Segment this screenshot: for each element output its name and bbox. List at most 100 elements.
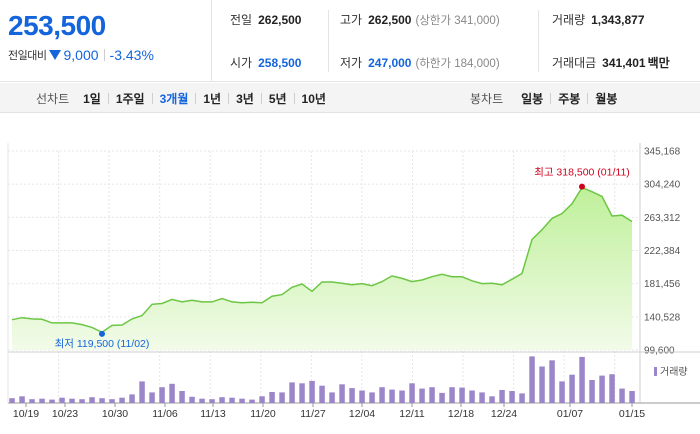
volume-bar <box>559 381 565 403</box>
x-tick-label: 01/07 <box>557 408 583 420</box>
line-chart-title: 선차트 <box>36 91 70 106</box>
volume-bar <box>19 396 25 403</box>
volume-bar <box>79 399 85 403</box>
tab-10y[interactable]: 10년 <box>301 91 326 106</box>
volume-bar <box>169 383 175 403</box>
x-tick-label: 10/23 <box>52 408 78 420</box>
volume-bar <box>29 399 35 403</box>
volume-bar <box>279 392 285 403</box>
tab-1d[interactable]: 1일 <box>83 91 101 106</box>
x-tick-label: 12/18 <box>448 408 474 420</box>
volume-bar <box>319 385 325 403</box>
volume-bar <box>159 387 165 403</box>
volume-bar <box>499 390 505 403</box>
stat-sub: (상한가 341,000) <box>415 15 500 27</box>
tab-divider <box>195 92 197 104</box>
high-label: 최고 318,500 (01/11) <box>534 167 630 179</box>
stat-unit: 백만 <box>647 56 670 70</box>
y-tick-label: 345,168 <box>644 147 681 158</box>
volume-bar <box>179 391 185 403</box>
volume-bar <box>9 398 15 403</box>
stat-label: 저가 <box>340 56 363 70</box>
stat-volume: 거래량 1,343,877 <box>552 11 645 28</box>
tab-divider <box>260 92 262 104</box>
high-marker <box>579 183 585 190</box>
x-tick-label: 11/13 <box>200 408 226 420</box>
stat-high: 고가 262,500 (상한가 341,000) <box>340 11 500 28</box>
volume-bar <box>59 397 65 403</box>
volume-bar <box>149 392 155 403</box>
tab-divider <box>550 92 552 104</box>
volume-bar <box>219 397 225 403</box>
volume-bar <box>199 398 205 403</box>
volume-bar <box>339 384 345 403</box>
stat-value: 1,343,877 <box>591 13 645 27</box>
change-rate: -3.43% <box>109 47 154 63</box>
tab-monthly[interactable]: 월봉 <box>595 91 618 106</box>
volume-bar <box>129 394 135 403</box>
y-tick-label: 263,312 <box>644 213 681 224</box>
period-tabs-bar: 선차트 1일 1주일 3개월 1년 3년 5년 10년 봉차트 일봉 주봉 월봉 <box>0 83 700 113</box>
volume-bar <box>549 360 555 403</box>
volume-bar <box>609 374 615 403</box>
volume-bar <box>519 393 525 403</box>
volume-bar <box>39 398 45 403</box>
volume-bar <box>509 391 515 403</box>
y-tick-label: 140,528 <box>644 312 681 323</box>
volume-bar <box>209 399 215 403</box>
x-tick-label: 11/06 <box>152 408 178 420</box>
tab-5y[interactable]: 5년 <box>268 91 287 106</box>
y-tick-label: 99,600 <box>644 346 675 357</box>
volume-bar <box>619 388 625 403</box>
stat-value: 341,401 <box>602 56 646 70</box>
tab-3m[interactable]: 3개월 <box>159 91 189 106</box>
price-area-fill <box>12 187 632 350</box>
volume-bar <box>599 375 605 403</box>
low-marker <box>99 330 105 337</box>
volume-bar <box>329 392 335 403</box>
volume-bar <box>479 392 485 403</box>
volume-legend-label: 거래량 <box>660 366 688 378</box>
volume-bar <box>289 382 295 403</box>
change-divider <box>103 49 105 61</box>
low-label: 최저 119,500 (11/02) <box>55 338 150 350</box>
tab-1y[interactable]: 1년 <box>203 91 222 106</box>
volume-bar <box>579 356 585 403</box>
volume-bar <box>239 398 245 403</box>
volume-bar <box>469 390 475 403</box>
volume-bar <box>539 366 545 403</box>
tab-daily[interactable]: 일봉 <box>521 91 544 106</box>
tab-divider <box>587 92 589 104</box>
volume-legend-swatch <box>654 367 657 376</box>
price-chart: 최고 318,500 (01/11) 최저 119,500 (11/02) 345… <box>7 143 700 420</box>
tab-1w[interactable]: 1주일 <box>115 91 145 106</box>
volume-bar <box>429 387 435 403</box>
change-value: 9,000 <box>63 47 99 63</box>
tab-3y[interactable]: 3년 <box>236 91 254 106</box>
volume-bar <box>49 399 55 403</box>
x-tick-label: 12/04 <box>349 408 375 420</box>
y-tick-label: 304,240 <box>644 180 681 191</box>
volume-bar <box>139 381 145 403</box>
volume-bar <box>369 392 375 403</box>
quote-header: 253,500 전일대비 9,000 -3.43% 전일 262,500 시가 … <box>0 0 700 82</box>
volume-bar <box>629 391 635 403</box>
volume-bar <box>249 399 255 403</box>
column-divider <box>328 10 329 72</box>
x-tick-label: 12/24 <box>491 408 517 420</box>
tab-divider <box>151 92 153 104</box>
stat-label: 시가 <box>230 56 253 70</box>
volume-bar <box>569 374 575 403</box>
volume-bar <box>119 397 125 403</box>
current-price: 253,500 <box>8 10 106 41</box>
candle-chart-tabs: 봉차트 일봉 주봉 월봉 <box>470 83 621 113</box>
tab-divider <box>107 92 109 104</box>
price-box: 253,500 전일대비 9,000 -3.43% <box>0 0 212 82</box>
volume-bar <box>299 383 305 403</box>
x-tick-label: 10/30 <box>102 408 128 420</box>
tab-weekly[interactable]: 주봉 <box>558 91 581 106</box>
stat-value: 247,000 <box>368 56 412 70</box>
volume-bar <box>359 390 365 403</box>
stat-label: 거래대금 <box>552 56 597 70</box>
column-divider <box>538 10 539 72</box>
